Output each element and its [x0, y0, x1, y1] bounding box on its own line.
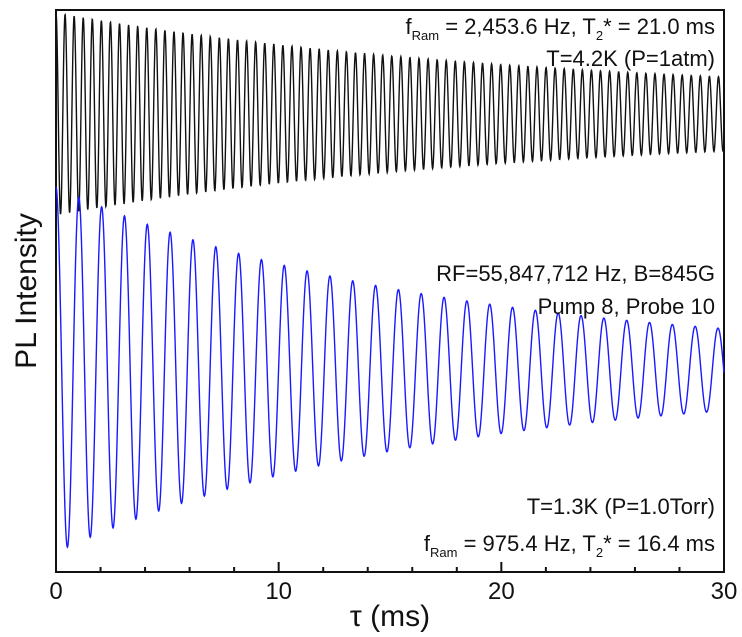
- annotation-bottom-line1: T=1.3K (P=1.0Torr): [527, 494, 715, 519]
- x-tick-label: 10: [265, 578, 292, 605]
- annotation-mid-line2: Pump 8, Probe 10: [538, 294, 715, 319]
- y-axis-label: PL Intensity: [10, 213, 43, 369]
- tick-layer: 0 10 20 30: [49, 562, 737, 605]
- series-layer: [55, 12, 725, 549]
- annotation-mid-line1: RF=55,847,712 Hz, B=845G: [436, 261, 715, 286]
- x-tick-label: 0: [49, 578, 62, 605]
- annotation-top-line2: T=4.2K (P=1atm): [546, 46, 715, 71]
- x-axis-label: τ (ms): [350, 600, 430, 633]
- x-tick-label: 30: [711, 578, 738, 605]
- annotation-top-line1: fRam = 2,453.6 Hz, T2* = 21.0 ms: [406, 14, 715, 43]
- annotation-bottom-line2: fRam = 975.4 Hz, T2* = 16.4 ms: [424, 531, 715, 560]
- series-line-2: [55, 186, 725, 549]
- series-line-1: [55, 12, 725, 215]
- x-tick-label: 20: [488, 578, 515, 605]
- plot-frame: [55, 9, 725, 573]
